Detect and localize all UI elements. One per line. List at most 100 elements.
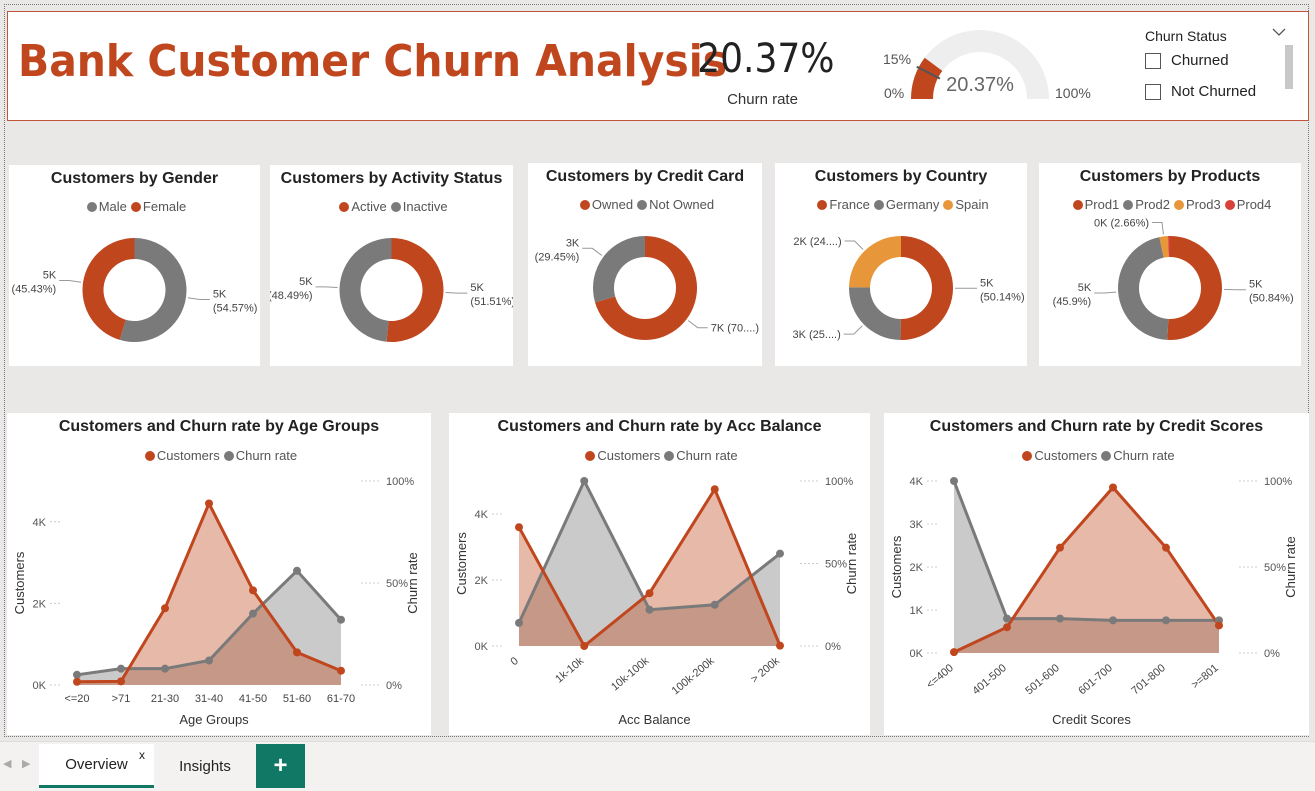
chevron-left-icon[interactable]: ◀ <box>3 758 12 770</box>
close-icon[interactable]: x <box>139 748 145 762</box>
donut-slice-male[interactable] <box>119 238 187 342</box>
churn-rate-point[interactable] <box>1003 614 1011 623</box>
combo-card-balance: Customers and Churn rate by Acc Balance C… <box>449 413 870 735</box>
donut-slice-spain[interactable] <box>849 236 901 288</box>
customers-point[interactable] <box>1003 623 1011 632</box>
customers-point[interactable] <box>776 641 784 650</box>
checkbox[interactable] <box>1145 52 1161 69</box>
x-tick-label: 21-30 <box>151 693 179 705</box>
customers-area <box>77 503 341 685</box>
slicer-option-not-churned[interactable]: Not Churned <box>1145 83 1256 100</box>
churn-rate-point[interactable] <box>293 566 301 575</box>
donut-slice-not-owned[interactable] <box>593 236 645 303</box>
slice-value-label: 5K <box>299 276 313 288</box>
tab-overview[interactable]: Overview <box>39 744 154 788</box>
y-axis-title: Customers <box>889 535 904 598</box>
x-tick-label: 1k-10k <box>553 655 586 686</box>
legend-label-prod1: Prod1 <box>1084 197 1120 212</box>
churn-rate-point[interactable] <box>73 670 81 679</box>
churn-rate-point[interactable] <box>249 609 257 618</box>
legend-label-germany: Germany <box>885 197 940 212</box>
churn-rate-point[interactable] <box>161 664 169 673</box>
churn-rate-point[interactable] <box>580 477 589 485</box>
x-axis-title: Age Groups <box>179 712 249 727</box>
chevron-down-icon[interactable] <box>1272 24 1286 40</box>
customers-point[interactable] <box>73 677 81 686</box>
donut-slice-germany[interactable] <box>849 287 901 340</box>
customers-point[interactable] <box>1109 483 1117 492</box>
churn-rate-point[interactable] <box>776 549 784 558</box>
chevron-right-icon[interactable]: ▶ <box>22 758 31 770</box>
slice-percent-label: (50.14%) <box>980 291 1025 303</box>
legend-label-prod4: Prod4 <box>1236 197 1272 212</box>
donut-slice-france[interactable] <box>900 236 953 340</box>
customers-point[interactable] <box>645 589 654 598</box>
chart-legend: Customers Churn rate <box>884 448 1309 463</box>
customers-point[interactable] <box>161 604 169 613</box>
customers-point[interactable] <box>580 642 589 650</box>
legend-label-inactive: Inactive <box>402 199 448 214</box>
donut-slice-inactive[interactable] <box>339 238 392 342</box>
donut-slice-prod3[interactable] <box>1159 236 1169 258</box>
churn-rate-point[interactable] <box>515 618 523 627</box>
churn-rate-kpi-value: 20.37% <box>697 36 835 82</box>
combo-area-chart: 0% 50% 100% 0K 2K 4K 0 1k-10k 10k-100k 100k-200k >… <box>454 476 859 727</box>
legend-label-churn-rate: Churn rate <box>235 448 298 463</box>
chart-legend: Prod1 Prod2 Prod3 Prod4 <box>1039 197 1301 212</box>
customers-point[interactable] <box>337 666 345 675</box>
slicer-option-churned[interactable]: Churned <box>1145 52 1229 69</box>
x-tick-label: <=400 <box>924 662 956 691</box>
y2-tick-label: 50% <box>386 578 408 590</box>
customers-point[interactable] <box>1215 621 1223 630</box>
tab-insights[interactable]: Insights <box>155 744 255 788</box>
checkbox[interactable] <box>1145 83 1161 100</box>
slice-value-label: 5K <box>980 277 994 289</box>
customers-point[interactable] <box>1056 543 1064 552</box>
churn-rate-point[interactable] <box>950 477 958 485</box>
customers-point[interactable] <box>249 586 257 595</box>
customers-point[interactable] <box>205 499 213 508</box>
churn-rate-point[interactable] <box>1109 616 1117 625</box>
donut-slice-prod1[interactable] <box>1167 236 1222 340</box>
donut-slice-active[interactable] <box>386 238 444 342</box>
churn-rate-point[interactable] <box>337 615 345 624</box>
customers-point[interactable] <box>1162 543 1170 552</box>
donut-slice-female[interactable] <box>82 238 135 340</box>
churn-rate-point[interactable] <box>117 664 125 673</box>
legend-label-france: France <box>829 197 870 212</box>
x-tick-label: 0 <box>509 655 521 668</box>
customers-point[interactable] <box>515 523 523 532</box>
slice-value-label: 2K (24....) <box>793 236 841 248</box>
customers-point[interactable] <box>950 648 958 657</box>
legend-marker <box>585 451 596 461</box>
slice-percent-label: (45.9%) <box>1053 296 1092 308</box>
churn-rate-point[interactable] <box>205 656 213 665</box>
x-tick-label: 10k-100k <box>609 655 652 694</box>
slice-value-label: 7K (70....) <box>711 323 759 335</box>
legend-label-customers: Customers <box>597 448 661 463</box>
leader-line <box>687 320 708 329</box>
leader-line <box>582 247 603 256</box>
legend-marker <box>817 200 828 210</box>
churn-rate-point[interactable] <box>645 605 654 614</box>
donut-slice-prod2[interactable] <box>1118 237 1169 340</box>
add-page-button[interactable]: + <box>256 744 305 788</box>
churn-rate-point[interactable] <box>710 600 719 609</box>
customers-point[interactable] <box>293 648 301 657</box>
churn-rate-point[interactable] <box>1162 616 1170 625</box>
churn-rate-point[interactable] <box>1056 614 1064 623</box>
slice-value-label: 3K (25....) <box>792 329 840 341</box>
x-tick-label: 501-600 <box>1023 662 1062 697</box>
x-tick-label: 51-60 <box>283 693 311 705</box>
churn-rate-area <box>77 570 341 685</box>
donut-slice-prod4[interactable] <box>1168 236 1170 258</box>
donut-slice-owned[interactable] <box>595 236 697 340</box>
slicer-scrollbar[interactable] <box>1285 45 1293 89</box>
y-tick-label: 4K <box>475 509 489 521</box>
legend-label-spain: Spain <box>955 197 989 212</box>
legend-label-female: Female <box>142 199 187 214</box>
y-tick-label: 0K <box>475 641 489 653</box>
customers-point[interactable] <box>117 677 125 686</box>
gauge-track <box>911 30 1049 99</box>
customers-point[interactable] <box>710 485 719 494</box>
